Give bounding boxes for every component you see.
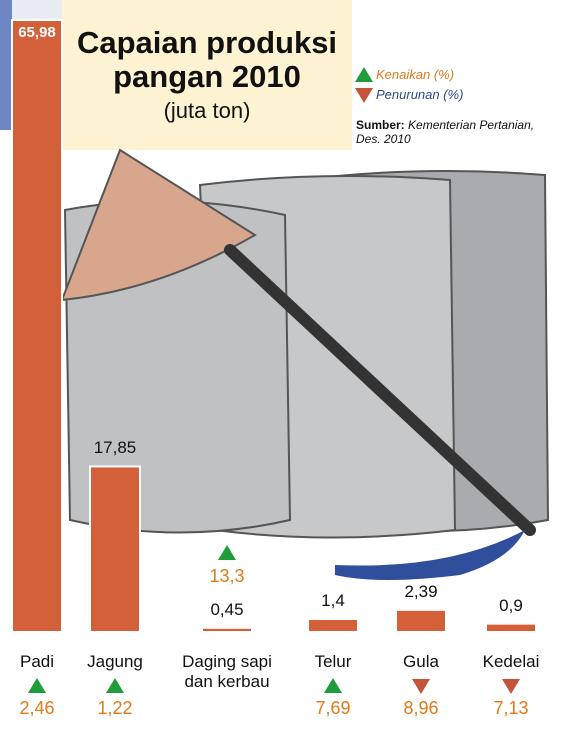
change-marker <box>324 678 342 693</box>
change-marker <box>502 679 520 694</box>
change-label: 1,22 <box>80 698 150 719</box>
bar <box>486 624 536 632</box>
value-label: 0,45 <box>192 600 262 620</box>
x-tick-label: Daging sapi dan kerbau <box>175 652 279 692</box>
bar <box>396 610 446 632</box>
bar <box>12 20 62 632</box>
x-tick-label: Kedelai <box>459 652 562 672</box>
value-label: 1,4 <box>298 591 368 611</box>
legend-label: Kenaikan (%) <box>376 67 454 82</box>
chart-subtitle: (juta ton) <box>62 98 352 124</box>
change-label: 8,96 <box>386 698 456 719</box>
bar <box>90 466 140 632</box>
edge-strip <box>0 0 12 130</box>
legend-marker <box>355 88 373 103</box>
change-label: 13,3 <box>192 566 262 587</box>
value-label: 2,39 <box>386 582 456 602</box>
chart-title: Capaian produksi pangan 2010 <box>62 26 352 94</box>
change-marker <box>28 678 46 693</box>
x-tick-label: Gula <box>369 652 473 672</box>
change-label: 7,69 <box>298 698 368 719</box>
legend-marker <box>355 67 373 82</box>
bar <box>202 628 252 632</box>
change-label: 7,13 <box>476 698 546 719</box>
value-label: 0,9 <box>476 596 546 616</box>
value-label: 17,85 <box>80 438 150 458</box>
x-tick-label: Jagung <box>63 652 167 672</box>
source: Sumber: Kementerian Pertanian, Des. 2010 <box>356 118 536 146</box>
bar <box>308 619 358 632</box>
background-art <box>0 0 548 632</box>
value-label: 65,98 <box>7 24 67 41</box>
change-marker <box>412 679 430 694</box>
change-label: 2,46 <box>2 698 72 719</box>
change-marker <box>218 545 236 560</box>
page: Capaian produksi pangan 2010 (juta ton) … <box>0 0 562 749</box>
legend-label: Penurunan (%) <box>376 87 463 102</box>
source-label: Sumber: <box>356 118 405 132</box>
change-marker <box>106 678 124 693</box>
